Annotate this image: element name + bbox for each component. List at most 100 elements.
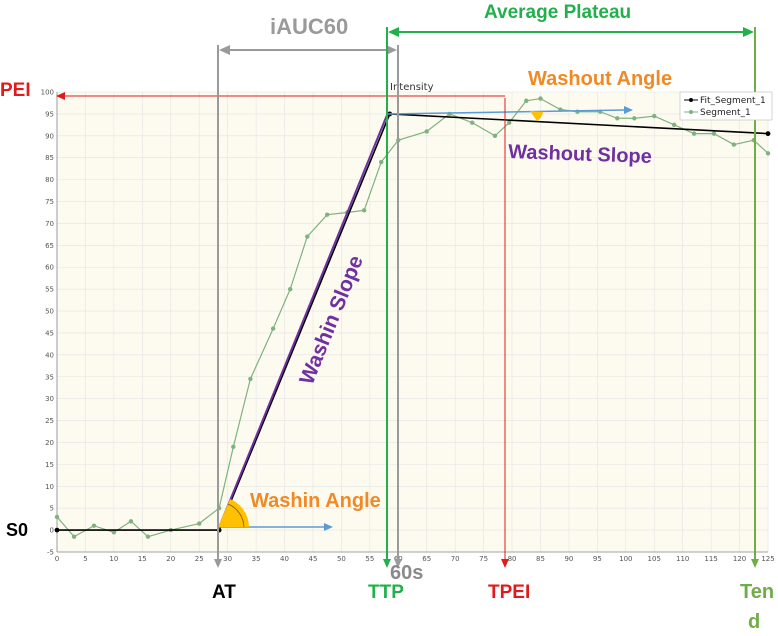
x-tick-label: 55 [365, 555, 374, 563]
x-tick-label: 35 [252, 555, 261, 563]
label-60s: 60s [390, 562, 423, 584]
x-tick-label: 40 [280, 555, 289, 563]
series-line [56, 97, 769, 538]
x-tick-label: 85 [536, 555, 545, 563]
data-point [691, 131, 697, 136]
label-pei: PEI [0, 80, 31, 101]
y-tick-label: 40 [45, 351, 54, 359]
label-tpei: TPEI [488, 582, 530, 603]
y-tick-label: 15 [45, 461, 54, 469]
label-at: AT [212, 582, 236, 603]
legend-dot-segment [689, 110, 693, 114]
data-point [54, 514, 60, 520]
y-tick-label: -5 [47, 549, 54, 557]
data-point [288, 286, 293, 292]
y-axis-ticks: -5 0 5 10 15 20 25 30 35 40 45 50 55 60 65 70 75 80 85 90 95… [41, 89, 54, 557]
data-point [111, 530, 117, 535]
data-point [671, 122, 677, 128]
data-point [615, 116, 620, 121]
legend: Fit_Segment_1 Segment_1 [679, 91, 773, 121]
x-tick-label: 45 [308, 555, 317, 563]
x-tick-label: 25 [195, 555, 204, 563]
x-tick-label: 5 [83, 555, 87, 563]
x-tick-label: 110 [676, 555, 689, 563]
label-tend: Ten d [740, 581, 778, 633]
data-point [71, 534, 77, 539]
y-tick-label: 70 [45, 220, 54, 228]
x-tick-label: 120 [733, 555, 746, 563]
washout-angle-wedge [530, 111, 543, 121]
y-tick-label: 50 [45, 308, 54, 316]
tpei-arrowhead [501, 559, 509, 568]
data-point [632, 116, 637, 121]
series-line [57, 113, 769, 531]
data-point [361, 208, 367, 213]
y-tick-label: 60 [45, 264, 54, 272]
washin-angle-arc [227, 503, 245, 528]
y-tick-label: 0 [50, 527, 54, 535]
average-plateau-arrowhead-left [388, 27, 399, 37]
washin-slope-line [217, 114, 388, 531]
y-tick-label: 25 [45, 417, 54, 425]
iauc60-arrowhead-right [386, 45, 397, 55]
legend-dot-fit [689, 98, 693, 102]
data-point [128, 519, 134, 524]
pei-arrowhead [56, 92, 65, 100]
data-point [270, 326, 276, 331]
y-tick-label: 20 [45, 439, 54, 447]
x-tick-label: 115 [704, 555, 717, 563]
iauc60-arrowhead-left [219, 45, 230, 55]
y-tick-label: 45 [45, 329, 54, 337]
x-tick-label: 100 [619, 555, 632, 563]
data-point [470, 120, 475, 125]
data-point [731, 142, 737, 147]
x-tick-label: 10 [109, 555, 118, 563]
data-point [197, 521, 202, 526]
sixty-s-arrowhead [394, 559, 402, 568]
data-point [324, 212, 330, 217]
x-tick-label: 50 [337, 555, 346, 563]
label-washin-angle: Washin Angle [250, 490, 381, 512]
y-tick-label: 5 [50, 505, 54, 513]
y-tick-label: 90 [45, 132, 54, 140]
ttp-arrowhead [383, 559, 391, 568]
x-tick-label: 0 [55, 555, 59, 563]
data-point [424, 129, 429, 134]
y-tick-label: 95 [45, 110, 54, 118]
data-point [506, 120, 512, 125]
data-point [524, 98, 529, 103]
data-point [91, 523, 97, 528]
y-tick-label: 80 [45, 176, 54, 184]
data-point [765, 151, 771, 156]
at-arrowhead [214, 559, 222, 568]
y-tick-label: 55 [45, 286, 54, 294]
x-tick-label: 65 [422, 555, 431, 563]
y-tick-label: 100 [41, 89, 54, 97]
label-washout-angle: Washout Angle [528, 68, 672, 90]
x-tick-label: 30 [223, 555, 232, 563]
y-tick-label: 30 [45, 395, 54, 403]
y-tick-label: 65 [45, 242, 54, 250]
y-tick-label: 35 [45, 373, 54, 381]
washout-baseline-arrowhead [624, 106, 633, 114]
x-tick-label: 125 [761, 555, 774, 563]
data-point [538, 96, 543, 101]
data-point [711, 131, 717, 136]
x-tick-label: 95 [593, 555, 602, 563]
data-point [248, 376, 253, 382]
data-point [652, 113, 657, 119]
washout-baseline-arrow [386, 109, 626, 115]
tend-arrowhead [751, 559, 759, 568]
legend-label-fit: Fit_Segment_1 [700, 96, 766, 106]
series-segment-1 [54, 96, 771, 539]
x-tick-label: 90 [564, 555, 573, 563]
label-washout-slope: Washout Slope [508, 141, 652, 168]
data-point [305, 234, 310, 239]
average-plateau-arrowhead-right [743, 27, 754, 37]
label-ttp: TTP [368, 582, 404, 603]
x-tick-label: 15 [138, 555, 147, 563]
washin-baseline-arrowhead [324, 523, 333, 531]
data-point [492, 133, 498, 139]
label-iauc60: iAUC60 [270, 14, 348, 39]
